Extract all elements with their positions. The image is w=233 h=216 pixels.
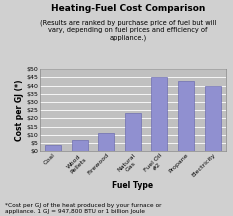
- Bar: [125, 113, 141, 151]
- Bar: [98, 133, 114, 151]
- Bar: [151, 76, 168, 151]
- Text: *Cost per GJ of the heat produced by your furnace or
appliance. 1 GJ = 947,800 B: *Cost per GJ of the heat produced by you…: [5, 203, 161, 214]
- Bar: [178, 81, 194, 151]
- Bar: [205, 86, 221, 151]
- Bar: [72, 140, 88, 151]
- Text: Heating-Fuel Cost Comparison: Heating-Fuel Cost Comparison: [51, 4, 205, 13]
- Bar: [45, 145, 61, 151]
- Text: (Results are ranked by purchase price of fuel but will
vary, depending on fuel p: (Results are ranked by purchase price of…: [40, 19, 216, 41]
- Y-axis label: Cost per GJ (*): Cost per GJ (*): [15, 79, 24, 141]
- X-axis label: Fuel Type: Fuel Type: [112, 181, 153, 190]
